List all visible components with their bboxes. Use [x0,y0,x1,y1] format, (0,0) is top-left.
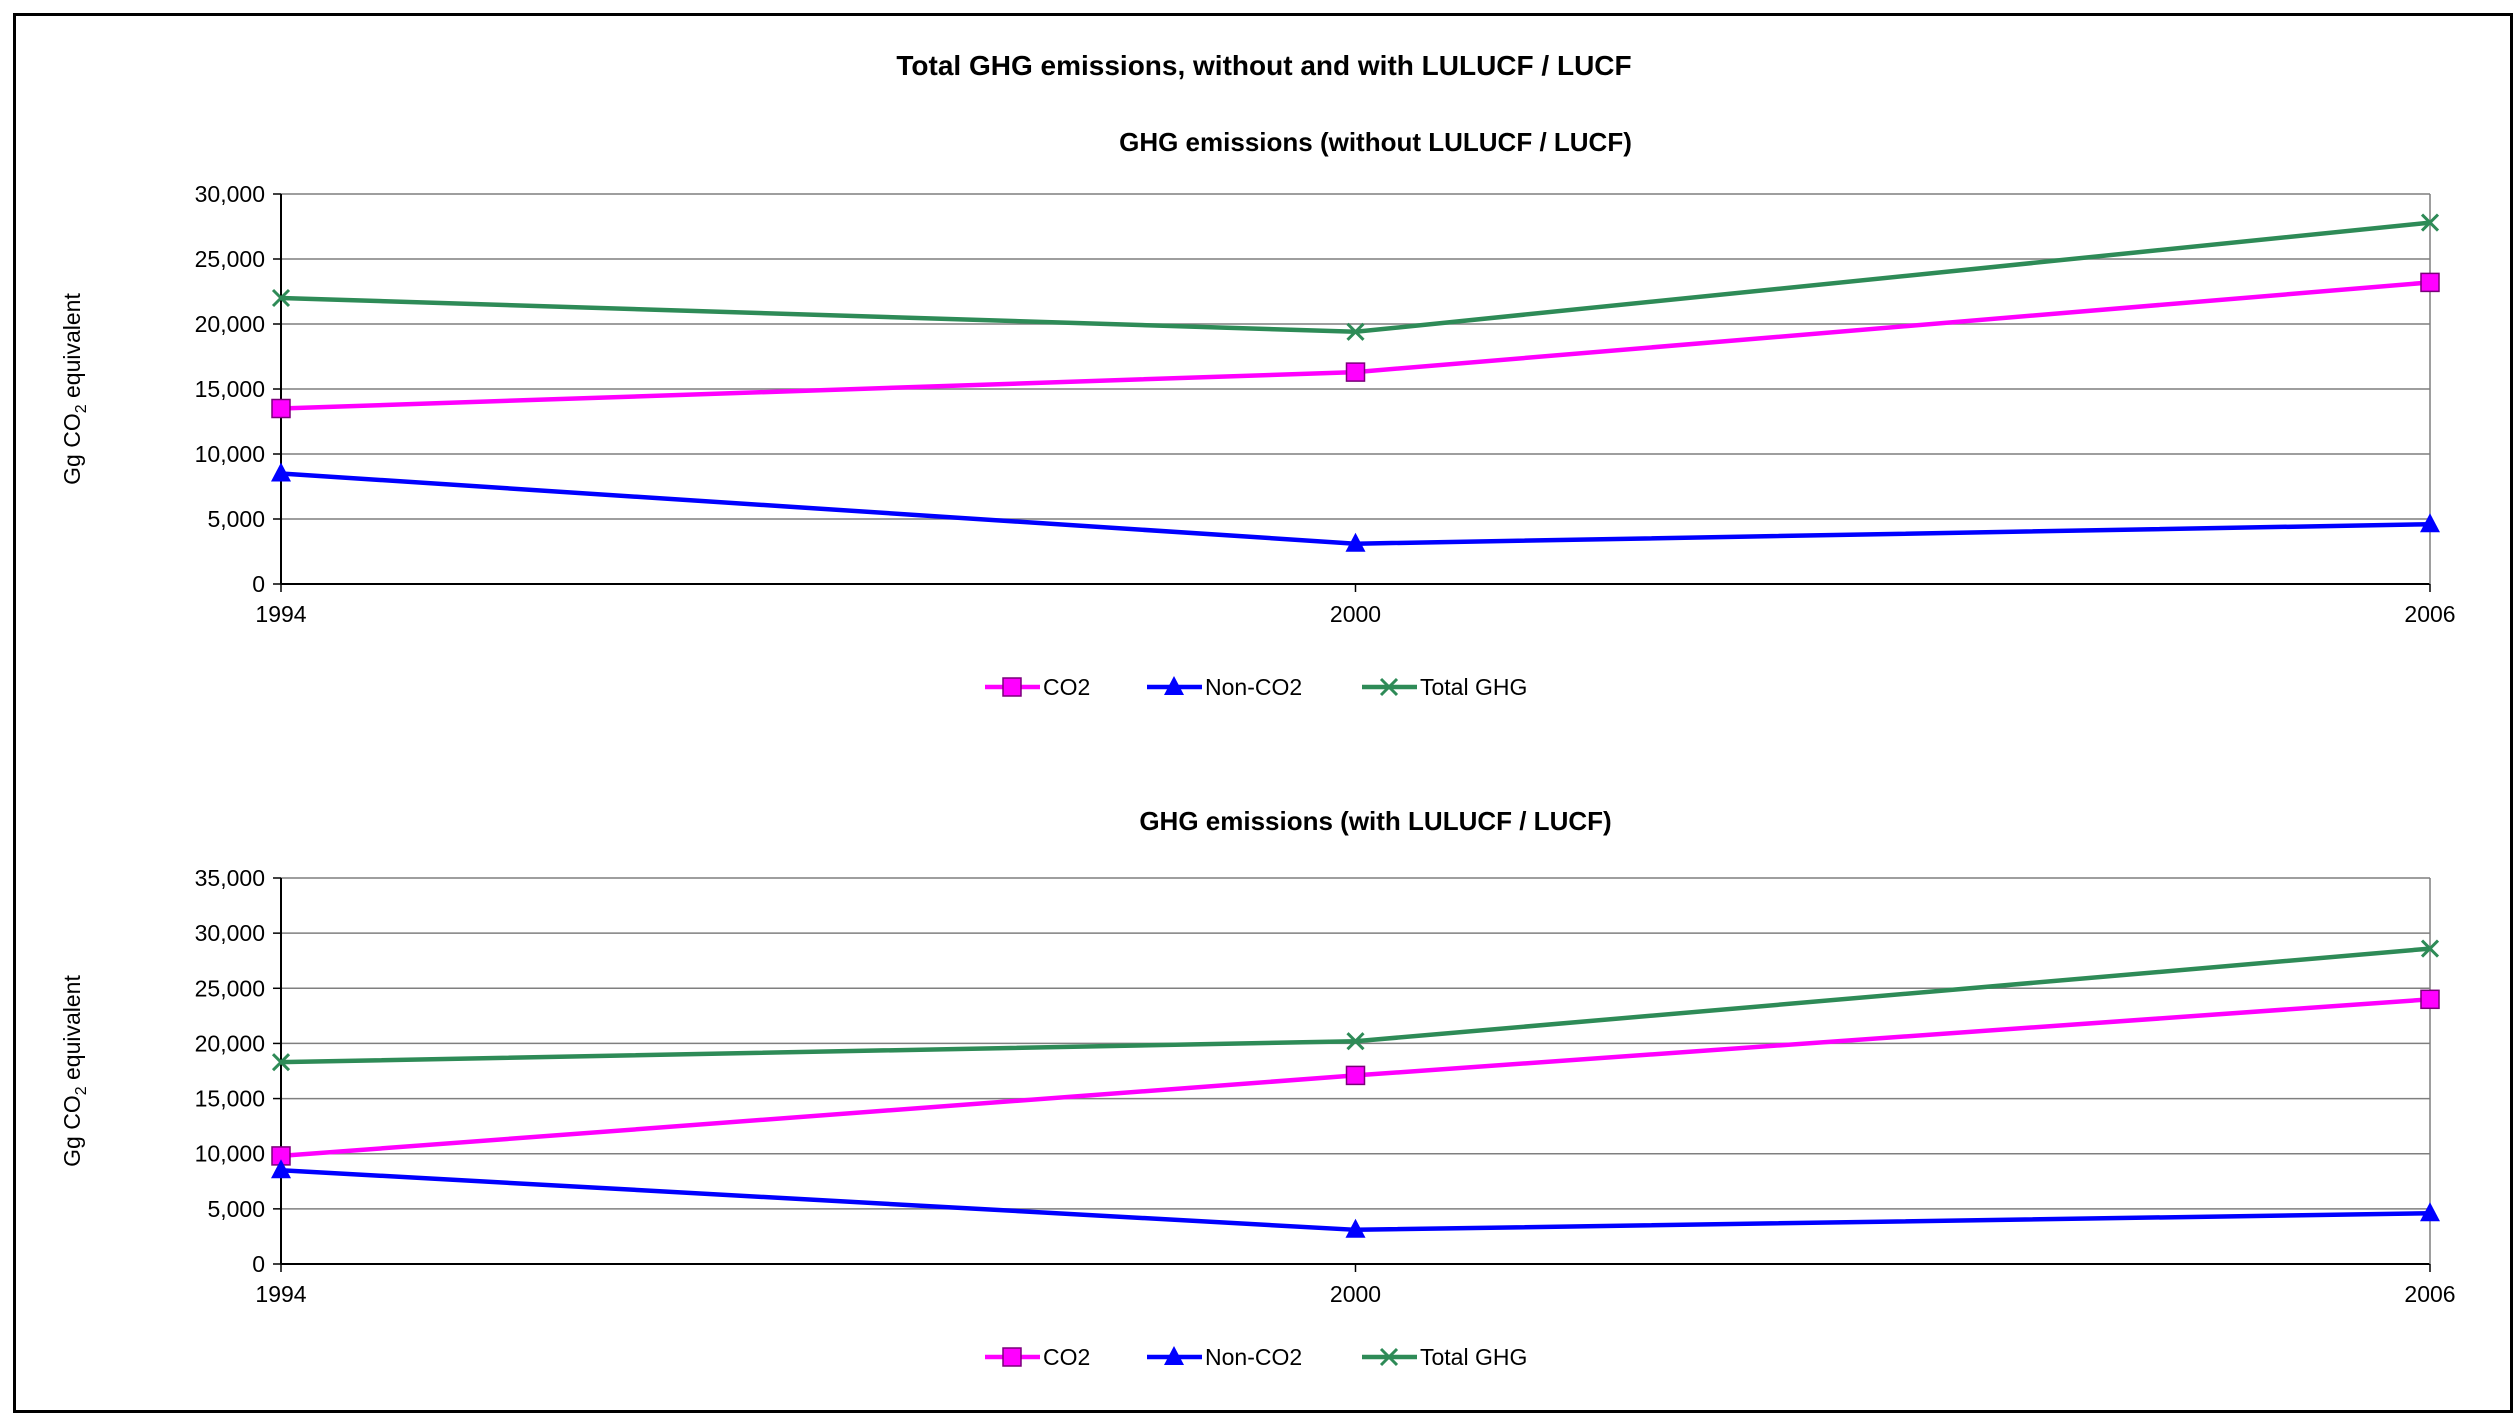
y-tick-label: 25,000 [195,246,265,272]
chart-1-title: GHG emissions (without LULUCF / LUCF) [1119,127,1632,157]
y-axis-label-sub: 2 [73,1086,90,1095]
y-tick-label: 5,000 [207,506,265,532]
y-tick-label: 20,000 [195,311,265,337]
y-tick-label: 35,000 [195,865,265,891]
y-axis-label-main: Gg CO [59,413,85,485]
data-point-co2 [2421,273,2439,291]
chart-2-title: GHG emissions (with LULUCF / LUCF) [1139,806,1611,836]
y-axis-label-main: Gg CO [59,1095,85,1167]
legend-item-total-ghg: Total GHG [1362,1344,1527,1370]
y-axis-label-rest: equivalent [59,293,85,405]
data-point-co2 [1347,363,1365,381]
legend-label: CO2 [1043,1344,1090,1370]
y-tick-label: 25,000 [195,975,265,1001]
x-tick-label: 2006 [2404,1281,2455,1307]
legend-label: CO2 [1043,674,1090,700]
data-point-co2 [2421,990,2439,1008]
legend-label: Non-CO2 [1205,1344,1302,1370]
legend-item-co2: CO2 [985,674,1090,700]
legend-label: Total GHG [1420,1344,1527,1370]
legend-marker [1003,678,1021,696]
legend-label: Non-CO2 [1205,674,1302,700]
chart-1: GHG emissions (without LULUCF / LUCF) 0 5,… [59,127,2456,700]
y-tick-label: 15,000 [195,1086,265,1112]
x-tick-label: 2006 [2404,601,2455,627]
x-tick-label: 1994 [255,1281,306,1307]
y-tick-label: 0 [252,1251,265,1277]
series-line-total-ghg [281,223,2430,332]
x-tick-label: 2000 [1330,601,1381,627]
legend-item-co2: CO2 [985,1344,1090,1370]
y-tick-label: 30,000 [195,181,265,207]
y-axis-label-rest: equivalent [59,975,85,1087]
chart-2: GHG emissions (with LULUCF / LUCF) 0 5,000… [59,806,2456,1370]
y-tick-label: 0 [252,571,265,597]
legend-item-total-ghg: Total GHG [1362,674,1527,700]
legend-marker [1003,1348,1021,1366]
legend-label: Total GHG [1420,674,1527,700]
data-point-co2 [1347,1066,1365,1084]
x-tick-label: 1994 [255,601,306,627]
series-line-total-ghg [281,949,2430,1063]
legend-item-non-co2: Non-CO2 [1147,1344,1302,1370]
y-tick-label: 15,000 [195,376,265,402]
y-axis-label: Gg CO2 equivalent [59,975,90,1167]
y-axis-label: Gg CO2 equivalent [59,293,90,485]
x-tick-label: 2000 [1330,1281,1381,1307]
y-tick-label: 30,000 [195,920,265,946]
y-tick-label: 20,000 [195,1030,265,1056]
main-title: Total GHG emissions, without and with LU… [896,50,1631,81]
y-axis-label-sub: 2 [73,404,90,413]
legend-item-non-co2: Non-CO2 [1147,674,1302,700]
y-tick-label: 10,000 [195,1141,265,1167]
data-point-co2 [272,400,290,418]
y-tick-label: 5,000 [207,1196,265,1222]
y-tick-label: 10,000 [195,441,265,467]
